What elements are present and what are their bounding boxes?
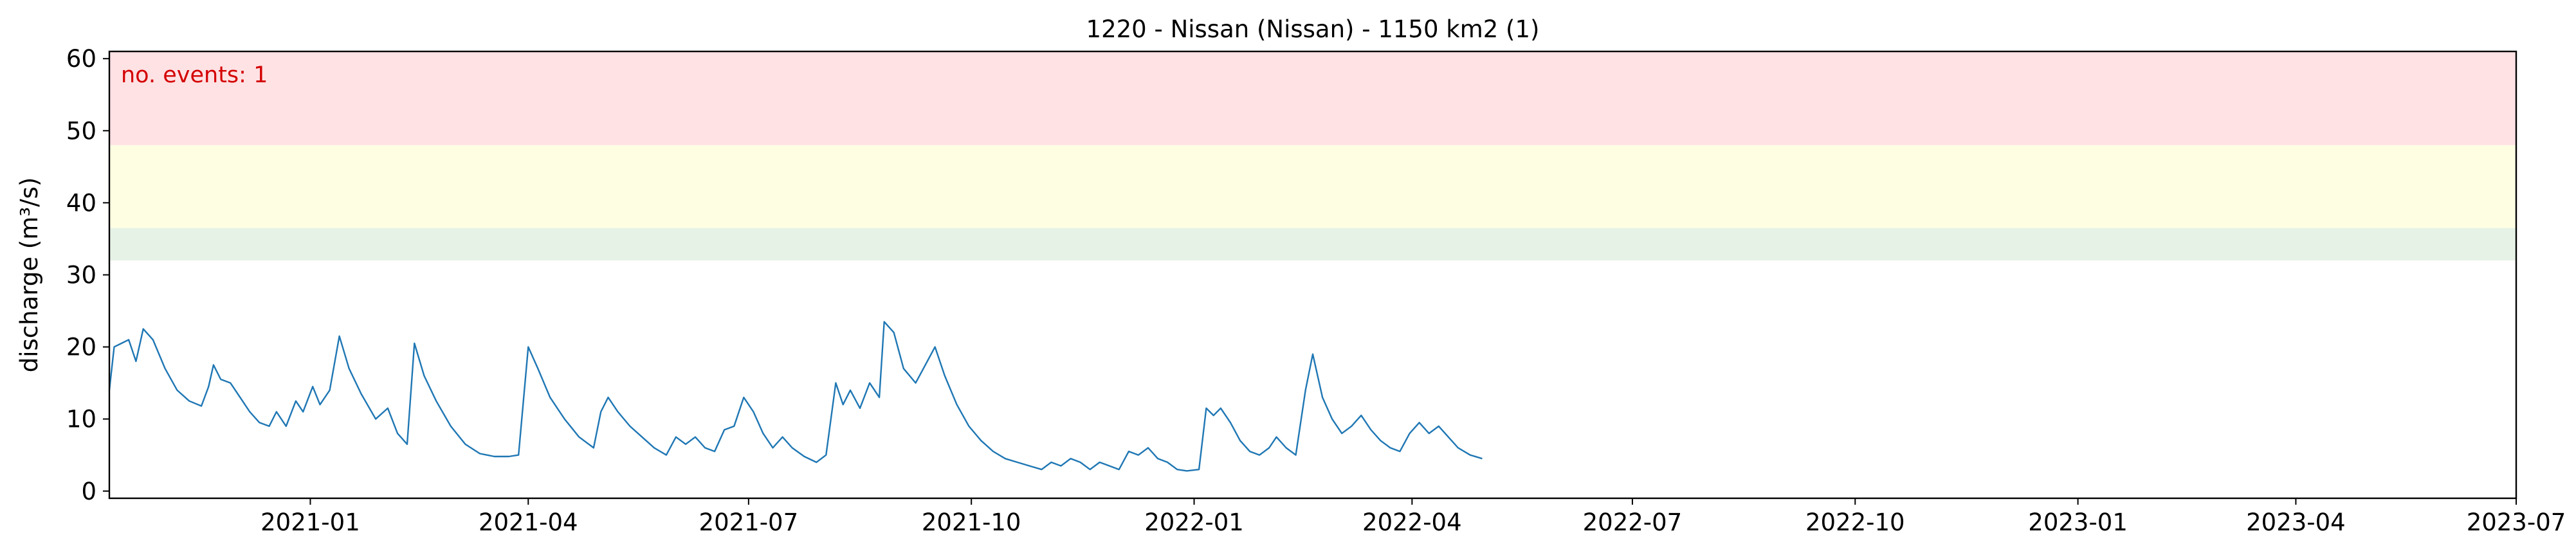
y-tick-label: 0 <box>81 478 96 505</box>
x-tick-label: 2022-07 <box>1583 509 1683 536</box>
y-tick-label: 40 <box>66 189 96 217</box>
threshold-band-3 <box>109 51 2516 145</box>
chart-title: 1220 - Nissan (Nissan) - 1150 km2 (1) <box>1086 15 1540 43</box>
x-tick-label: 2023-01 <box>2028 509 2128 536</box>
y-axis-label: discharge (m³/s) <box>15 177 43 373</box>
x-tick-label: 2021-04 <box>479 509 578 536</box>
x-axis: 2021-01 2021-04 2021-07 2021-10 2022-01 2022-… <box>260 498 2566 536</box>
x-tick-label: 2022-01 <box>1144 509 1244 536</box>
series-layer <box>108 321 1483 472</box>
threshold-band-2 <box>109 145 2516 228</box>
x-tick-label: 2023-07 <box>2467 509 2566 536</box>
y-tick-label: 60 <box>66 45 96 73</box>
discharge-series-line <box>108 321 1483 472</box>
x-tick-label: 2022-04 <box>1362 509 1462 536</box>
x-tick-label: 2023-04 <box>2246 509 2346 536</box>
x-tick-label: 2021-01 <box>260 509 360 536</box>
x-tick-label: 2021-10 <box>922 509 1021 536</box>
threshold-bands <box>109 51 2516 261</box>
x-tick-label: 2021-07 <box>699 509 799 536</box>
y-tick-label: 30 <box>66 262 96 289</box>
y-tick-label: 10 <box>66 406 96 433</box>
y-tick-label: 50 <box>66 117 96 145</box>
y-axis: 0 10 20 30 40 50 60 <box>66 45 109 505</box>
y-tick-label: 20 <box>66 334 96 361</box>
threshold-band-1 <box>109 228 2516 261</box>
x-tick-label: 2022-10 <box>1805 509 1905 536</box>
event-count-annotation: no. events: 1 <box>121 62 268 88</box>
